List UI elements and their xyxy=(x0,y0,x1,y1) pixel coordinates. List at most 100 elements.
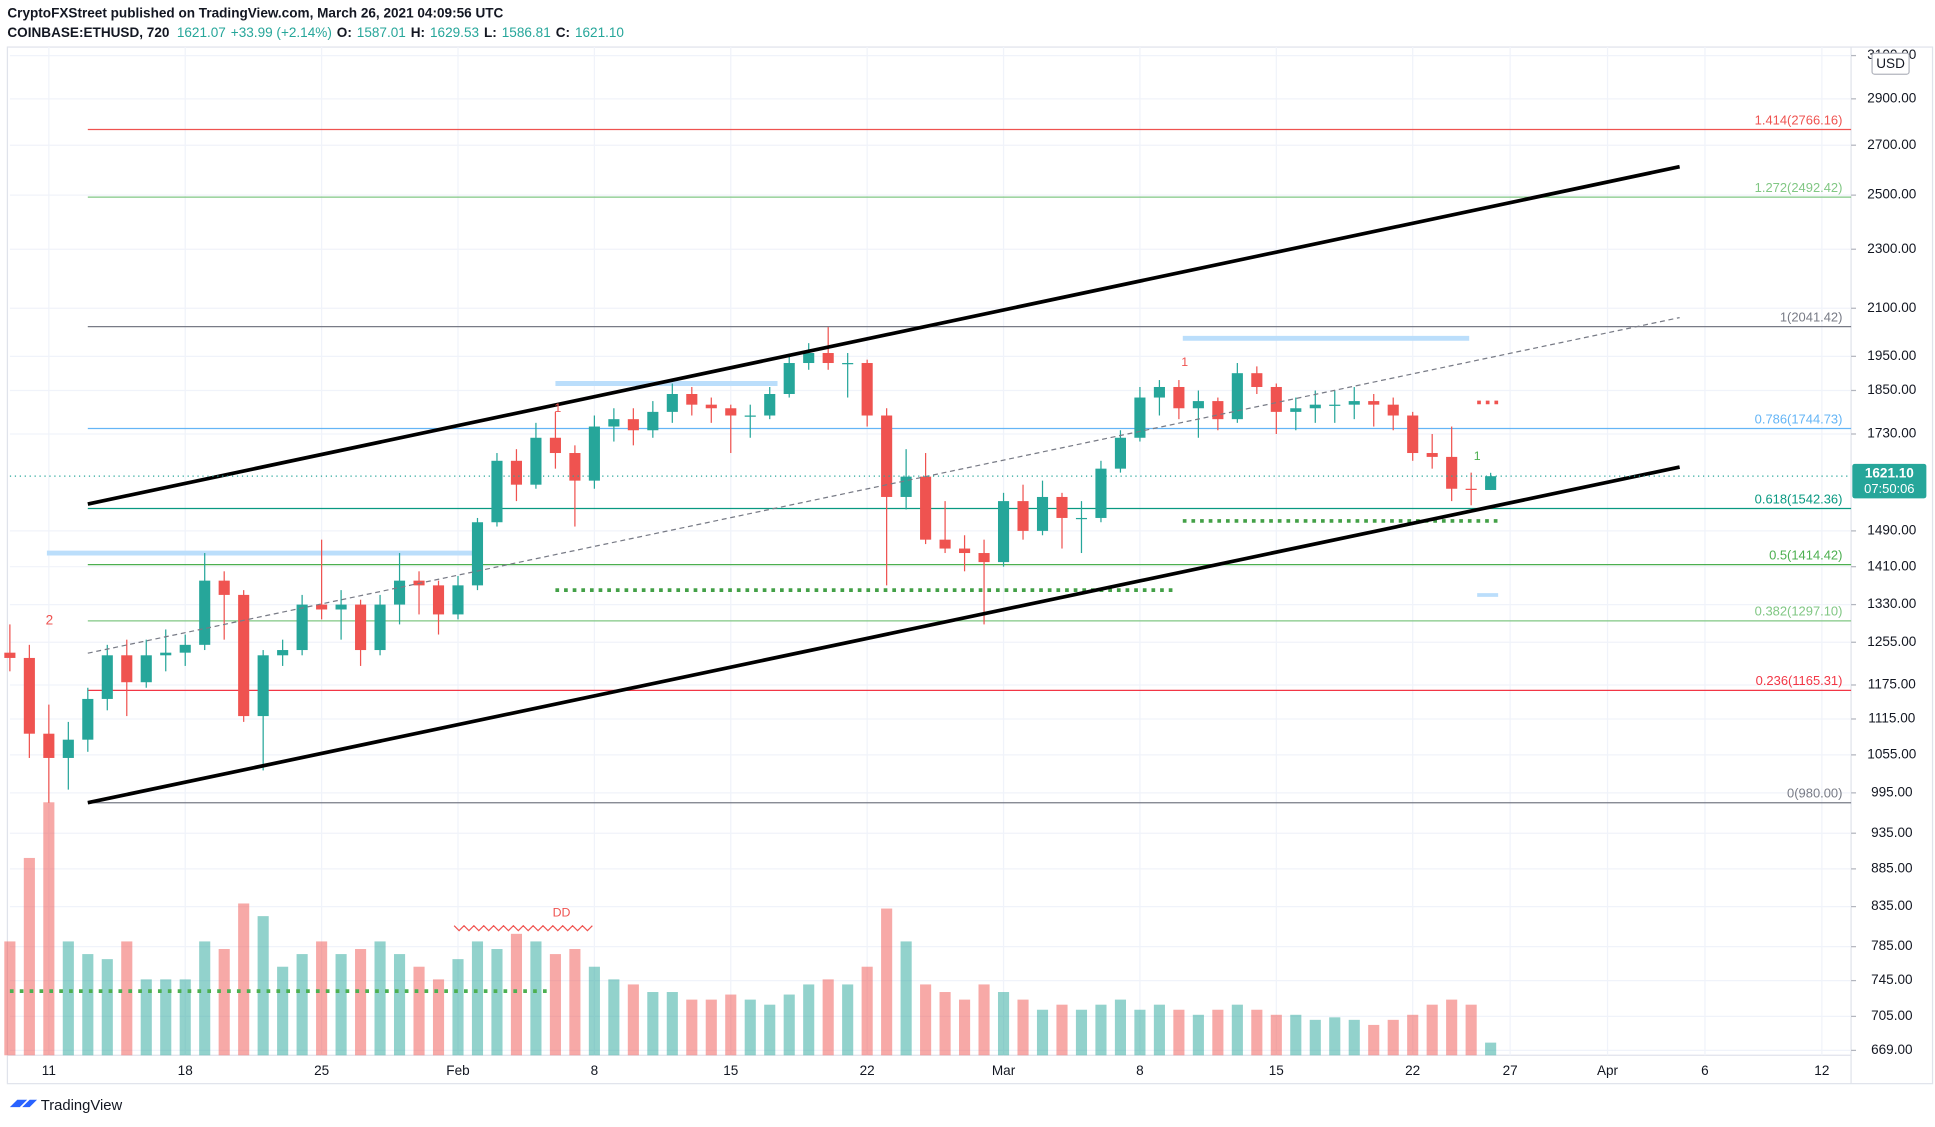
volume-bar xyxy=(608,979,620,1056)
x-tick-label: 11 xyxy=(42,1063,56,1078)
symbol: COINBASE:ETHUSD, 720 xyxy=(7,25,169,40)
volume-bar xyxy=(1290,1014,1302,1056)
y-tick-label: 1255.00 xyxy=(1867,634,1916,649)
candle-body xyxy=(627,419,639,431)
annotation: 2 xyxy=(46,612,54,627)
candle-body xyxy=(588,426,600,481)
candle-body xyxy=(510,460,523,485)
volume-bar xyxy=(1329,1017,1341,1056)
volume-bar xyxy=(549,954,561,1056)
volume-bar xyxy=(160,979,172,1056)
volume-bar xyxy=(978,984,990,1056)
header-value: 1586.81 xyxy=(502,25,551,40)
candle-body xyxy=(1192,401,1204,409)
candle-body xyxy=(900,476,912,497)
x-tick-label: 22 xyxy=(860,1063,875,1078)
brand: TradingView xyxy=(41,1098,123,1114)
fib-label: 1(2041.42) xyxy=(1780,309,1843,324)
volume-bar xyxy=(393,954,406,1056)
y-tick-label: 785.00 xyxy=(1871,938,1913,953)
fib-label: 1.272(2492.42) xyxy=(1755,180,1843,195)
volume-bar xyxy=(569,949,581,1056)
candle-body xyxy=(1095,468,1107,518)
x-tick-label: Mar xyxy=(992,1063,1016,1078)
volume-bar xyxy=(1485,1042,1497,1056)
x-tick-label: 15 xyxy=(723,1063,738,1078)
channel-midline xyxy=(87,316,1680,654)
candle-body xyxy=(316,604,328,610)
volume-bar xyxy=(140,979,152,1056)
volume-bar xyxy=(1153,1004,1165,1056)
candle-body xyxy=(647,411,659,431)
candle-body xyxy=(355,604,367,651)
volume-bar xyxy=(238,903,250,1056)
volume-bar xyxy=(725,994,737,1056)
fib-label: 0(980.00) xyxy=(1787,786,1842,801)
volume-bar xyxy=(1348,1019,1360,1056)
y-tick-label: 1115.00 xyxy=(1868,711,1915,726)
volume-bar xyxy=(62,941,74,1056)
candle-body xyxy=(374,604,386,651)
volume-bar xyxy=(666,992,678,1056)
volume-bar xyxy=(1056,1004,1068,1056)
annotation: 1 xyxy=(1181,355,1188,369)
candle-body xyxy=(1173,386,1185,409)
volume-bar xyxy=(939,992,951,1056)
y-tick-label: 745.00 xyxy=(1871,972,1913,987)
candle-body xyxy=(822,353,834,364)
candle-body xyxy=(705,404,717,409)
volume-bar xyxy=(1095,1004,1107,1056)
candle-body xyxy=(1329,404,1341,406)
volume-bar xyxy=(881,908,893,1056)
candle-body xyxy=(959,548,971,554)
volume-bar xyxy=(335,954,347,1056)
channel-line xyxy=(87,164,1681,506)
y-tick-label: 1410.00 xyxy=(1867,558,1916,573)
volume-bar xyxy=(374,941,386,1056)
candle-body xyxy=(725,408,737,416)
channel-line xyxy=(87,465,1681,805)
candle-body xyxy=(1036,496,1049,531)
x-tick-label: 18 xyxy=(178,1063,193,1078)
header-value: H: xyxy=(411,25,425,40)
annotation: 1 xyxy=(554,401,561,415)
volume-bar xyxy=(861,966,873,1056)
volume-bar xyxy=(1173,1009,1185,1056)
candle-body xyxy=(1017,501,1029,531)
candle-body xyxy=(686,394,698,405)
candle-body xyxy=(1056,496,1068,518)
volume-bar xyxy=(1114,999,1126,1056)
volume-bar xyxy=(491,949,503,1056)
volume-bar xyxy=(1387,1019,1399,1056)
candle-body xyxy=(1465,488,1477,490)
candle-body xyxy=(160,652,172,656)
candle-body xyxy=(530,437,542,485)
volume-bar xyxy=(199,941,211,1056)
currency: USD xyxy=(1876,56,1905,71)
zigzag xyxy=(453,924,593,932)
price-tag xyxy=(1852,463,1927,499)
y-tick-label: 2300.00 xyxy=(1867,241,1916,256)
y-tick-label: 1730.00 xyxy=(1867,426,1916,441)
volume-bar xyxy=(257,916,269,1056)
volume-bar xyxy=(920,984,932,1056)
y-tick-label: 2100.00 xyxy=(1867,300,1916,315)
candle-body xyxy=(491,460,503,523)
candle-body xyxy=(1407,415,1419,454)
fib-label: 1.414(2766.16) xyxy=(1755,112,1843,127)
volume-bar xyxy=(1251,1009,1263,1056)
volume-bar xyxy=(101,959,113,1056)
candle-body xyxy=(335,604,347,610)
candle-body xyxy=(764,394,776,416)
x-tick-label: 12 xyxy=(1814,1063,1829,1078)
header-value: 1629.53 xyxy=(430,25,479,40)
volume-bar xyxy=(23,857,35,1056)
volume-bar xyxy=(452,959,464,1056)
candle-body xyxy=(1075,517,1088,520)
y-tick-label: 2500.00 xyxy=(1867,187,1916,202)
volume-bar xyxy=(744,999,756,1056)
volume-bar xyxy=(997,992,1010,1056)
volume-bar xyxy=(1407,1014,1419,1056)
candle-body xyxy=(1309,404,1321,409)
